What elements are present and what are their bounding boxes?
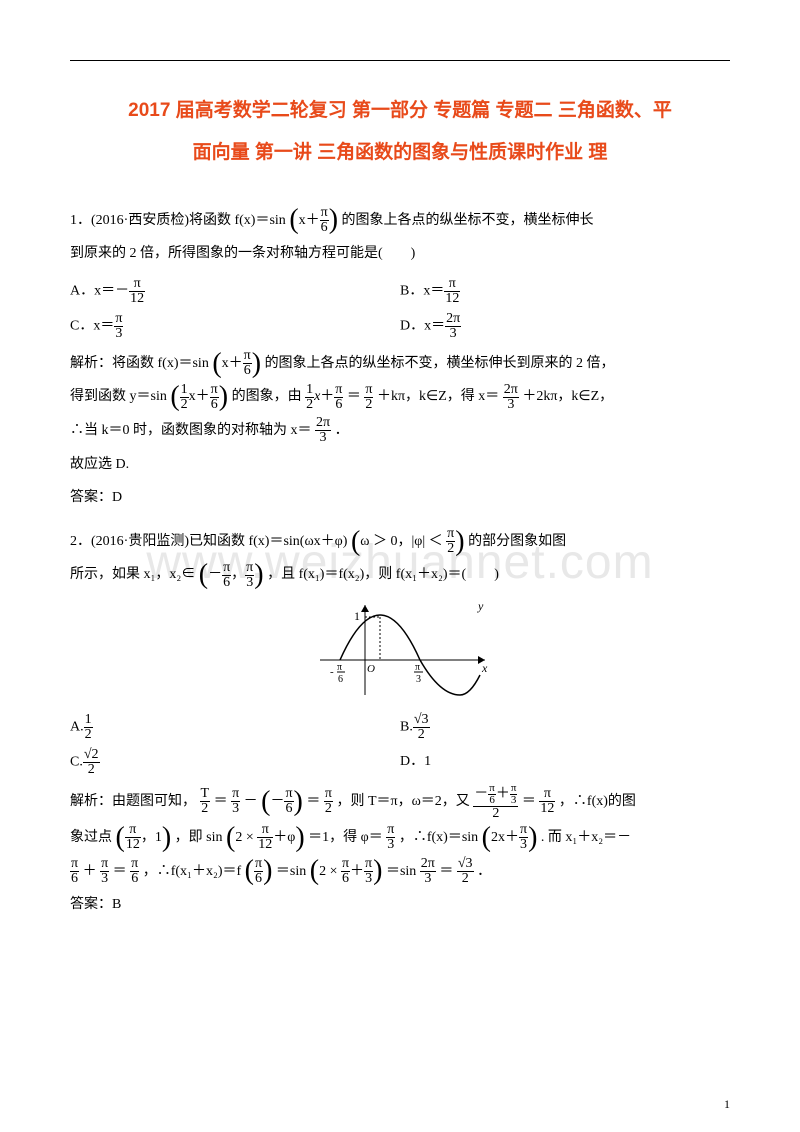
q2-optA: A.12 [70,713,400,742]
q1-optD: D．x＝2π3 [400,312,730,341]
q2-stem2: 所示，如果 x₁，x₂∈ (－π6，π3) ，且 f(x₁)＝f(x₂)，则 f… [70,558,730,592]
q1-sol3: ∴当 k＝0 时，函数图象的对称轴为 x＝ 2π3 ． [70,414,730,448]
q2-optC: C.√22 [70,748,400,777]
title-line-1: 2017 届高考数学二轮复习 第一部分 专题篇 专题二 三角函数、平 [70,90,730,132]
rparen: ) [329,206,338,234]
frac: π12 [129,277,145,306]
frac: 2π3 [445,312,461,341]
q1-stem: 1．(2016·西安质检)将函数 f(x)＝sin (x＋π6) 的图象上各点的… [70,204,730,238]
lparen: ( [289,206,298,234]
q1-sol1: 解析：将函数 f(x)＝sin (x＋π6) 的图象上各点的纵坐标不变，横坐标伸… [70,347,730,381]
q2-sol3: π6 ＋ π3 ＝ π6 ，∴f(x₁＋x₂)＝f (π6) ＝sin (2 ×… [70,855,730,889]
svg-text:3: 3 [416,674,421,685]
q2-stem: 2．(2016·贵阳监测)已知函数 f(x)＝sin(ωx＋φ) (ω ＞ 0，… [70,525,730,559]
q1-answer: 答案：D [70,481,730,515]
page-number: 1 [724,1097,730,1112]
page-content: 2017 届高考数学二轮复习 第一部分 专题篇 专题二 三角函数、平 面向量 第… [70,90,730,922]
svg-text:π: π [415,662,420,673]
one-label: 1 [354,609,360,623]
q2-optD: D．1 [400,748,730,777]
svg-text:x: x [481,661,488,675]
svg-text:O: O [367,663,375,675]
q1-post1: 的图象上各点的纵坐标不变，横坐标伸长 [342,213,594,228]
svg-text:-: - [330,666,334,678]
q2-sol2: 象过点 (π12，1) ，即 sin (2 × π12＋φ) ＝1，得 φ＝ π… [70,821,730,855]
title: 2017 届高考数学二轮复习 第一部分 专题篇 专题二 三角函数、平 面向量 第… [70,90,730,174]
q2-sol1: 解析：由题图可知， T2 ＝ π3 － (－π6) ＝ π2 ，则 T＝π，ω＝… [70,783,730,821]
q1-prefix: 1．(2016·西安质检)将函数 f(x)＝sin [70,213,286,228]
q1-optC: C．x＝π3 [70,312,400,341]
sine-graph-svg: 1 y x O - π 6 π 3 [310,600,490,700]
q2-opts-row2: C.√22 D．1 [70,748,730,777]
frac-pi6: π6 [320,206,329,235]
svg-text:π: π [337,662,342,673]
q1-stem2: 到原来的 2 倍，所得图象的一条对称轴方程可能是( ) [70,237,730,271]
q2-graph: 1 y x O - π 6 π 3 [70,600,730,705]
q1-opts-row1: A．x＝－π12 B．x＝π12 [70,277,730,306]
svg-text:y: y [477,600,484,613]
q2-answer: 答案：B [70,888,730,922]
q1-sol4: 故应选 D. [70,448,730,482]
frac: π3 [114,312,123,341]
q2-optB: B.√32 [400,713,730,742]
svg-text:6: 6 [338,674,343,685]
q1-optA: A．x＝－π12 [70,277,400,306]
q1-x: x＋ [299,213,320,228]
top-rule [70,60,730,61]
frac: π12 [444,277,460,306]
q1-opts-row2: C．x＝π3 D．x＝2π3 [70,312,730,341]
q1-optB: B．x＝π12 [400,277,730,306]
title-line-2: 面向量 第一讲 三角函数的图象与性质课时作业 理 [70,132,730,174]
q1-sol2: 得到函数 y＝sin (12x＋π6) 的图象，由 12x＋π6 ＝ π2 ＋k… [70,380,730,414]
q2-opts-row1: A.12 B.√32 [70,713,730,742]
